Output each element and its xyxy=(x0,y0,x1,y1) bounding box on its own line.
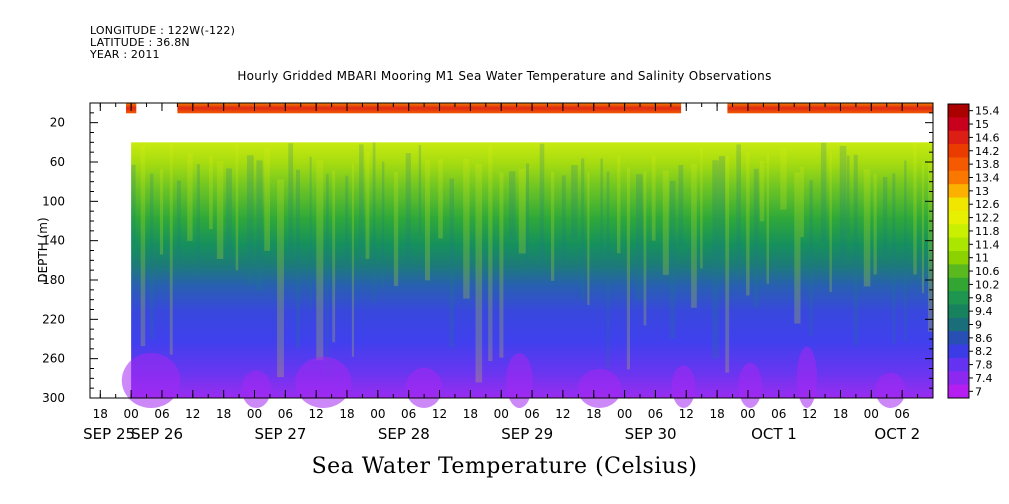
colorbar-label: 12.6 xyxy=(975,198,1000,211)
x-day-label: SEP 28 xyxy=(378,425,430,443)
x-hour-label: 12 xyxy=(185,407,200,421)
colorbar-label: 7.8 xyxy=(975,359,993,372)
field-texture xyxy=(131,142,934,383)
colorbar-swatch xyxy=(948,117,969,132)
colorbar-label: 14.2 xyxy=(975,145,1000,158)
x-hour-label: 12 xyxy=(555,407,570,421)
colorbar-label: 13.4 xyxy=(975,172,1000,185)
longitude-label: LONGITUDE : 122W(-122) xyxy=(90,24,236,37)
x-day-label: OCT 1 xyxy=(751,425,797,443)
y-tick-label: 60 xyxy=(50,155,65,169)
x-hour-label: 18 xyxy=(463,407,478,421)
x-hour-label: 06 xyxy=(524,407,539,421)
x-hour-label: 06 xyxy=(648,407,663,421)
colorbar-swatch xyxy=(948,237,969,252)
deep-temperature-field xyxy=(131,142,933,398)
y-tick-label: 220 xyxy=(42,312,65,326)
colorbar-border xyxy=(947,103,970,399)
colorbar-label: 11 xyxy=(975,252,989,265)
colorbar-swatch xyxy=(948,331,969,346)
x-hour-label: 00 xyxy=(247,407,262,421)
y-tick-label: 180 xyxy=(42,273,65,287)
colorbar-swatch xyxy=(948,144,969,158)
colorbar-swatch xyxy=(948,357,969,372)
colorbar-swatch xyxy=(948,197,969,212)
x-hour-label: 00 xyxy=(740,407,755,421)
colorbar-swatch xyxy=(948,371,969,386)
x-hour-label: 18 xyxy=(709,407,724,421)
x-hour-label: 12 xyxy=(432,407,447,421)
x-hour-label: 00 xyxy=(370,407,385,421)
colorbar-label: 15.4 xyxy=(975,105,1000,118)
latitude-label: LATITUDE : 36.8N xyxy=(90,36,190,49)
colorbar-label: 10.2 xyxy=(975,278,1000,291)
x-hour-label: 06 xyxy=(154,407,169,421)
bottom-blobs xyxy=(121,346,906,409)
y-tick-label: 20 xyxy=(50,116,65,130)
x-day-label: SEP 30 xyxy=(625,425,677,443)
colorbar-swatch xyxy=(948,210,969,225)
colorbar-swatch xyxy=(948,304,969,319)
colorbar-swatch xyxy=(948,317,969,332)
colorbar-swatch xyxy=(948,277,969,292)
x-hour-label: 18 xyxy=(833,407,848,421)
colorbar-label: 9.4 xyxy=(975,305,993,318)
surface-band-segment xyxy=(727,103,933,114)
colorbar-label: 15 xyxy=(975,118,989,131)
colorbar-swatch xyxy=(948,344,969,359)
colorbar-swatch xyxy=(948,224,969,239)
x-axis-title: Sea Water Temperature (Celsius) xyxy=(311,454,698,479)
colorbar-label: 7.4 xyxy=(975,372,993,385)
x-hour-label: 12 xyxy=(679,407,694,421)
colorbar-label: 12.2 xyxy=(975,212,1000,225)
colorbar-swatch xyxy=(948,291,969,305)
x-hour-label: 12 xyxy=(309,407,324,421)
x-hour-label: 00 xyxy=(864,407,879,421)
x-hour-label: 06 xyxy=(401,407,416,421)
colorbar-swatch xyxy=(948,184,969,199)
colorbar-swatch xyxy=(948,251,969,265)
x-hour-label: 06 xyxy=(895,407,910,421)
x-day-label: SEP 27 xyxy=(255,425,307,443)
colorbar-swatch xyxy=(948,130,969,145)
y-tick-label: 140 xyxy=(42,234,65,248)
x-day-label: OCT 2 xyxy=(874,425,920,443)
x-hour-label: 18 xyxy=(586,407,601,421)
colorbar-label: 14.6 xyxy=(975,131,1000,144)
x-hour-label: 12 xyxy=(802,407,817,421)
colorbar-label: 9.8 xyxy=(975,292,993,305)
colorbar-label: 7 xyxy=(975,385,982,398)
x-hour-label: 06 xyxy=(278,407,293,421)
colorbar-label: 11.8 xyxy=(975,225,1000,238)
x-day-label: SEP 29 xyxy=(501,425,553,443)
x-hour-label: 18 xyxy=(339,407,354,421)
year-label: YEAR : 2011 xyxy=(90,48,160,61)
surface-band-segment xyxy=(177,103,682,114)
colorbar-swatch xyxy=(948,157,969,172)
colorbar-label: 9 xyxy=(975,319,982,332)
colorbar-label: 8.6 xyxy=(975,332,993,345)
chart-title: Hourly Gridded MBARI Mooring M1 Sea Wate… xyxy=(237,69,772,83)
y-tick-label: 260 xyxy=(42,352,65,366)
colorbar-swatch xyxy=(948,170,969,185)
colorbar-label: 11.4 xyxy=(975,238,1000,251)
x-hour-label: 00 xyxy=(123,407,138,421)
colorbar-swatch xyxy=(948,384,969,399)
x-hour-label: 06 xyxy=(771,407,786,421)
colorbar-swatch xyxy=(948,104,969,118)
x-day-label: SEP 26 xyxy=(131,425,183,443)
colorbar-label: 13 xyxy=(975,185,989,198)
y-tick-label: 300 xyxy=(42,391,65,405)
y-tick-label: 100 xyxy=(42,194,65,208)
colorbar-label: 10.6 xyxy=(975,265,1000,278)
colorbar-label: 13.8 xyxy=(975,158,1000,171)
x-hour-label: 18 xyxy=(93,407,108,421)
x-hour-label: 18 xyxy=(216,407,231,421)
x-day-label: SEP 25 xyxy=(83,425,135,443)
colorbar-label: 8.2 xyxy=(975,345,993,358)
x-hour-label: 00 xyxy=(617,407,632,421)
colorbar-swatch xyxy=(948,264,969,279)
x-hour-label: 00 xyxy=(494,407,509,421)
